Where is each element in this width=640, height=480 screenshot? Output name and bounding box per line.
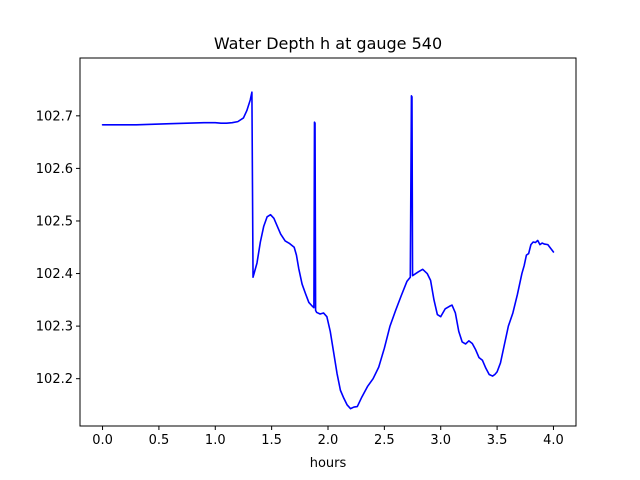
y-tick-label: 102.2: [36, 372, 73, 387]
series-line-1: [101, 91, 555, 410]
y-tick-label: 102.4: [36, 267, 73, 282]
plot-area: [101, 91, 555, 410]
x-tick-label: 2.5: [374, 433, 395, 448]
y-axis-ticks: 102.2 102.3 102.4 102.5 102.6 102.7: [36, 109, 80, 387]
x-tick-label: 3.5: [487, 433, 508, 448]
x-tick-label: 0.0: [92, 433, 113, 448]
x-tick-label: 2.0: [318, 433, 339, 448]
x-tick-label: 1.0: [205, 433, 226, 448]
x-tick-label: 0.5: [149, 433, 170, 448]
y-tick-label: 102.3: [36, 320, 73, 335]
chart-title: Water Depth h at gauge 540: [214, 34, 442, 53]
x-tick-label: 4.0: [543, 433, 564, 448]
x-tick-label: 3.0: [430, 433, 451, 448]
x-tick-label: 1.5: [261, 433, 282, 448]
x-axis-label: hours: [310, 456, 347, 471]
axes-frame: [79, 57, 577, 427]
y-tick-label: 102.7: [36, 109, 73, 124]
x-axis-ticks: 0.0 0.5 1.0 1.5 2.0 2.5 3.0 3.5 4.0: [92, 426, 564, 448]
y-tick-label: 102.6: [36, 162, 73, 177]
y-tick-label: 102.5: [36, 214, 73, 229]
